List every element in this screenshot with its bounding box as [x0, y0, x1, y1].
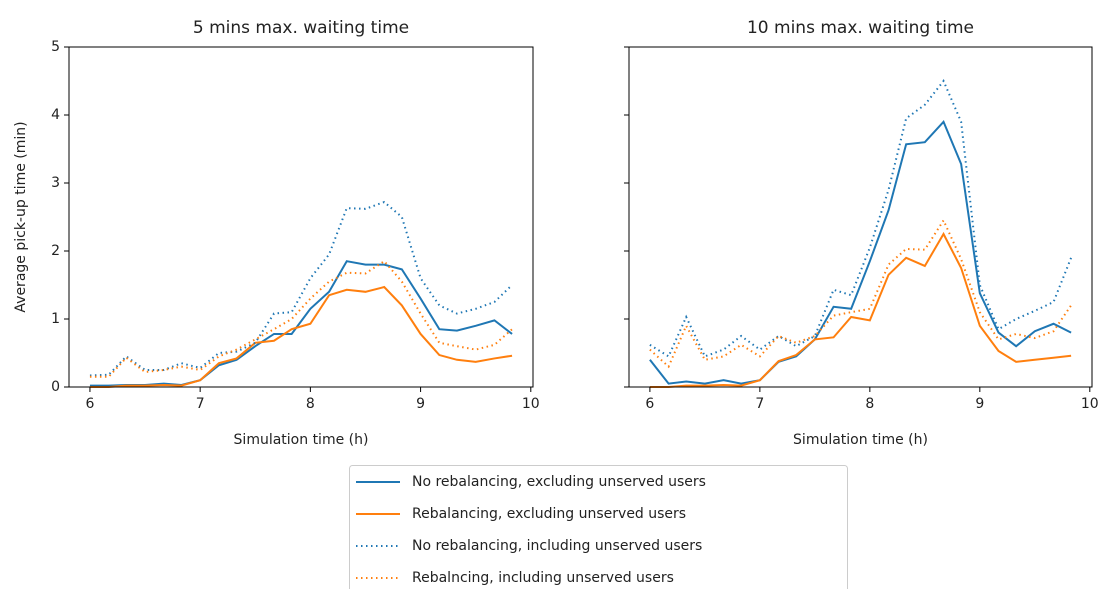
- y-tick-label: 5: [51, 39, 60, 55]
- y-tick-label: 1: [51, 311, 60, 327]
- series-line: [89, 259, 513, 378]
- x-tick-label: 10: [522, 396, 540, 412]
- series-line: [89, 260, 513, 387]
- y-tick-label: 2: [51, 243, 60, 259]
- x-tick-label: 10: [1081, 396, 1099, 412]
- y-axis-label: Average pick-up time (min): [13, 121, 29, 312]
- axes-frame: [68, 46, 534, 388]
- legend-label: Rebalancing, excluding unserved users: [412, 506, 686, 522]
- legend-label: No rebalancing, including unserved users: [412, 538, 702, 554]
- series-line: [89, 285, 513, 388]
- x-axis-label: Simulation time (h): [793, 432, 928, 448]
- series-line: [89, 200, 513, 377]
- x-tick-label: 8: [306, 396, 315, 412]
- x-axis-label: Simulation time (h): [234, 432, 369, 448]
- subplot-title: 10 mins max. waiting time: [747, 18, 974, 38]
- y-tick-label: 3: [51, 175, 60, 191]
- legend-label: No rebalancing, excluding unserved users: [412, 474, 706, 490]
- y-tick-label: 4: [51, 107, 60, 123]
- y-tick-label: 0: [51, 379, 60, 395]
- x-tick-label: 8: [865, 396, 874, 412]
- series-line: [649, 231, 1072, 388]
- legend-label: Rebalncing, including unserved users: [412, 570, 674, 586]
- series-line: [649, 218, 1072, 369]
- x-tick-label: 7: [196, 396, 205, 412]
- x-tick-label: 6: [645, 396, 654, 412]
- x-tick-label: 9: [975, 396, 984, 412]
- axes-frame: [628, 46, 1093, 388]
- x-tick-label: 6: [85, 396, 94, 412]
- legend: No rebalancing, excluding unserved users…: [349, 465, 848, 589]
- series-line: [649, 79, 1073, 358]
- subplot-title: 5 mins max. waiting time: [193, 18, 409, 38]
- series-line: [649, 119, 1072, 385]
- x-tick-label: 9: [416, 396, 425, 412]
- x-tick-label: 7: [755, 396, 764, 412]
- legend-frame: [349, 465, 848, 589]
